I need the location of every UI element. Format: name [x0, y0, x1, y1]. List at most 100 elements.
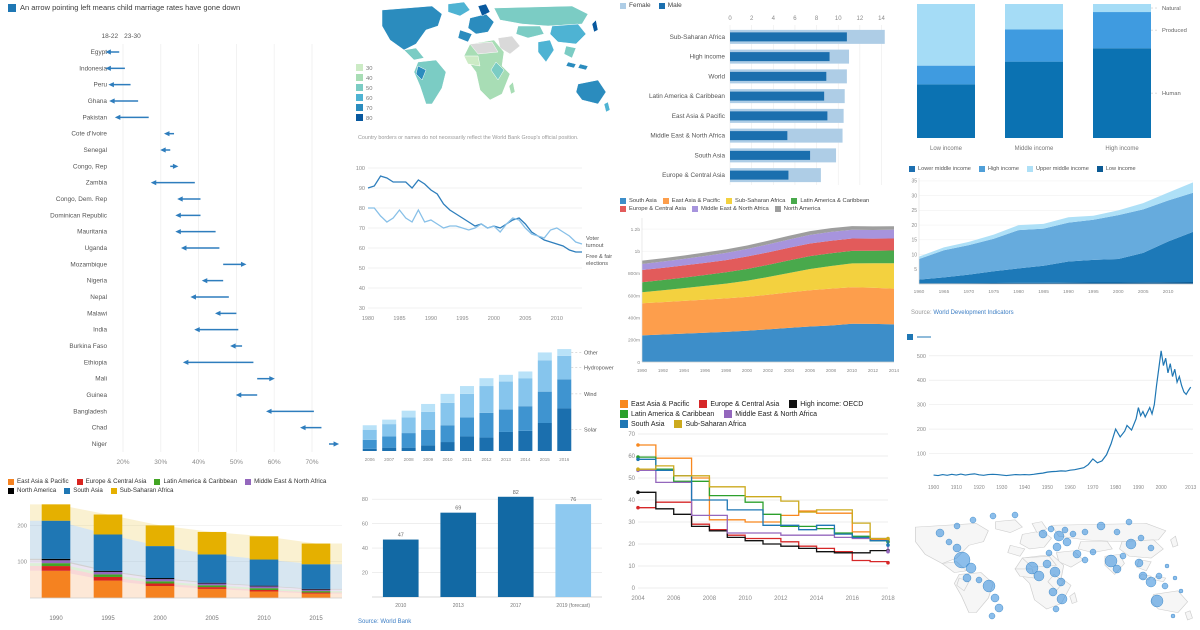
row-label: Middle East & North Africa — [650, 133, 725, 140]
area-series — [642, 229, 894, 271]
row-label: Malawi — [87, 310, 107, 317]
data-point — [636, 443, 640, 447]
bubble — [994, 603, 1004, 613]
category-label: Low income — [930, 146, 963, 152]
legend-swatch — [620, 420, 628, 428]
row-label: Egypt — [91, 49, 108, 56]
chart-legend: Lower middle income High income Upper midd… — [905, 164, 1200, 172]
bar-segment — [197, 585, 227, 588]
bar-segment — [93, 514, 123, 535]
row-label: Indonesia — [79, 65, 107, 72]
bar-segment — [93, 571, 123, 575]
axis-tick-label: 15 — [911, 238, 917, 244]
row-label: Sub-Saharan Africa — [670, 34, 726, 41]
legend-label: East Asia & Pacific — [631, 400, 690, 408]
axis-tick-label: 10 — [835, 16, 842, 22]
panel-wealth-composition: Low income Middle income High income Human P… — [905, 0, 1200, 164]
series-label: Voter — [586, 236, 599, 242]
axis-tick-label: 2006 — [365, 457, 376, 462]
area-series — [919, 182, 1193, 259]
bar-segment — [1005, 29, 1063, 62]
row-label: South Asia — [694, 152, 725, 159]
bubble — [1164, 563, 1170, 569]
arrow-head — [150, 180, 157, 186]
axis-tick-label: 100 — [17, 560, 27, 566]
bar-segment — [362, 425, 377, 430]
axis-tick-label: 2000 — [742, 368, 753, 373]
arrow-head — [177, 196, 183, 202]
area-series — [919, 231, 1193, 284]
map-region — [1077, 541, 1113, 553]
axis-tick-label: 30 — [359, 306, 365, 312]
axis-tick-label: 2013 — [1185, 485, 1196, 491]
chart-title-row: An arrow pointing left means child marri… — [4, 0, 349, 12]
panel-world-choropleth: 30 40 50 60 70 80 Country borders or names do… — [352, 0, 614, 160]
map-region — [1007, 544, 1026, 557]
bubble — [1134, 558, 1144, 568]
bar-segment — [498, 431, 513, 451]
map-caption: Country borders or names do not necessar… — [358, 135, 579, 141]
bubble — [1150, 594, 1164, 608]
axis-tick-label: 50% — [230, 459, 243, 466]
axis-tick-label: 200 — [917, 427, 926, 433]
segment-label: Hydropower — [584, 366, 614, 372]
bubble — [953, 551, 971, 569]
panel-elections: 30 40 50 60 70 80 90 100 1980 1985 1990 1995 2000 200… — [352, 160, 614, 330]
arrow-head — [180, 245, 187, 251]
bar-male — [730, 52, 830, 62]
axis-tick-label: 14 — [878, 16, 885, 22]
axis-tick-label: 1920 — [974, 485, 985, 491]
bar-segment — [518, 378, 533, 407]
legend-label: Upper middle income — [1035, 166, 1089, 172]
data-point — [886, 560, 890, 565]
legend-label: Low income — [1105, 166, 1136, 172]
legend-item: South Asia — [64, 487, 103, 494]
bar-segment — [41, 558, 71, 561]
row-label: Uganda — [85, 245, 108, 252]
region-stack-chart: 100 200 1990 1995 2000 2005 2010 2015 — [17, 504, 342, 621]
bubble — [953, 522, 961, 530]
axis-tick-label: 40 — [362, 546, 368, 552]
axis-tick-label: 400 — [917, 378, 926, 384]
bar-segment — [197, 531, 227, 555]
category-label: 2019 (forecast) — [556, 603, 590, 609]
bar-segment — [197, 582, 227, 584]
series-label: Free & fair — [586, 254, 612, 260]
arrow-head — [333, 441, 340, 447]
axis-tick-label: 1985 — [393, 316, 405, 322]
legend-label: Sub-Saharan Africa — [119, 487, 174, 494]
axis-tick-label: 1975 — [988, 289, 999, 295]
bar-chart: 20 40 60 80 47 2010 69 2013 82 2017 76 2019 (foreca… — [362, 490, 602, 609]
axis-tick-label: 1985 — [1038, 289, 1049, 295]
bar-segment — [249, 536, 279, 560]
axis-tick-label: 1992 — [658, 368, 669, 373]
map-region — [1170, 535, 1179, 548]
arrow-head — [114, 114, 121, 120]
bubble-map — [915, 511, 1193, 621]
stacked-area-chart: 5 10 15 20 25 30 35 1960 1965 1970 1975 1980 1985 199… — [911, 178, 1193, 295]
bar-segment — [518, 371, 533, 379]
area-series — [919, 192, 1193, 280]
arrow-head — [215, 310, 221, 316]
legend-label: South Asia — [73, 487, 103, 494]
axis-tick-label: 50 — [359, 266, 365, 272]
axis-tick-label: 1960 — [1065, 485, 1076, 491]
bar-segment — [249, 588, 279, 591]
bar-segment — [401, 433, 416, 448]
bar-segment — [459, 393, 475, 418]
legend-label: 60 — [366, 96, 372, 102]
bar-segment — [301, 593, 331, 598]
panel-forecast-bars: 20 40 60 80 47 2010 69 2013 82 2017 76 2019 (foreca… — [352, 479, 614, 630]
category-label: Middle income — [1015, 146, 1054, 152]
data-point — [636, 467, 640, 471]
arrow-head — [230, 343, 236, 349]
axis-tick-label: 2000 — [488, 316, 500, 322]
category-label: 2010 — [257, 616, 271, 621]
map-region — [493, 5, 589, 27]
legend-label: East Asia & Pacific — [671, 198, 721, 204]
axis-tick-label: 2011 — [462, 457, 472, 462]
legend-swatch — [356, 64, 363, 71]
axis-tick-label: 1960 — [914, 289, 925, 295]
legend-item: High income — [978, 166, 1019, 172]
bar-segment — [382, 419, 397, 425]
